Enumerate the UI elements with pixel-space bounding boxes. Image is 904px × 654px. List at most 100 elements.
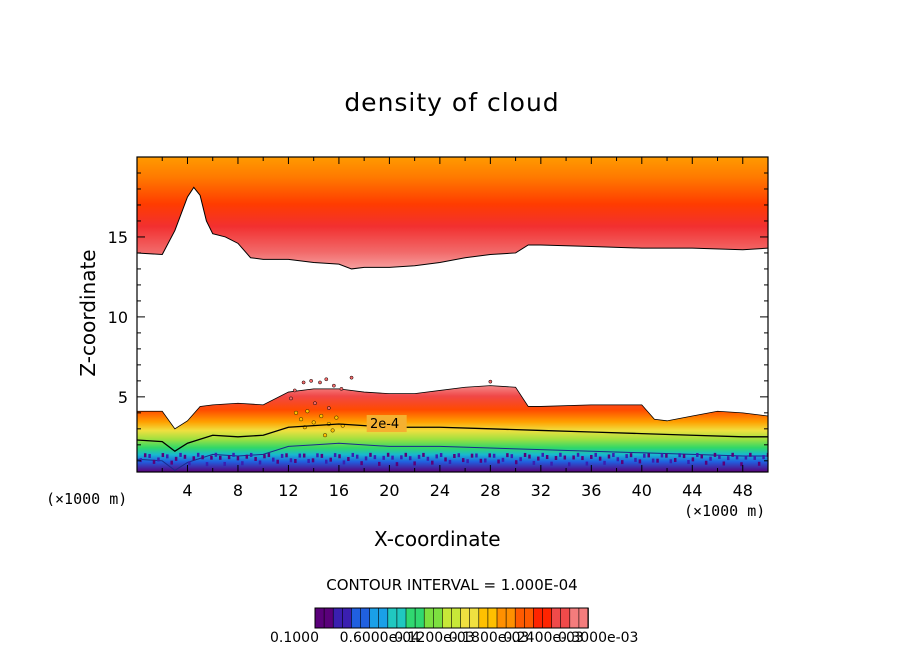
fringe-cell — [563, 455, 567, 460]
cloud-speckle — [488, 379, 493, 384]
fringe-cell — [753, 455, 756, 460]
y-tick-label: 10 — [108, 308, 128, 327]
cloud-speckle — [334, 415, 339, 420]
x-tick-label: 32 — [531, 481, 551, 500]
fringe-cell — [691, 457, 695, 462]
x-tick-label: 24 — [430, 481, 450, 500]
colorbar-cell — [578, 607, 589, 629]
fringe-cell — [550, 461, 553, 466]
colorbar-cell — [551, 607, 562, 629]
fringe-cell — [461, 458, 465, 463]
colorbar-tick-labels: 0.1000 0.6000e-04 0.1200e-03 0.1800e-03 0.24… — [260, 630, 680, 650]
fringe-cell — [603, 460, 606, 465]
colorbar-tick-label: 0.2400e-03 — [503, 630, 584, 646]
x-tick-label: 48 — [733, 481, 753, 500]
fringe-cell — [267, 453, 271, 458]
x-tick-label: 12 — [278, 481, 298, 500]
fringe-cell — [369, 452, 372, 457]
x-tick-label: 16 — [329, 481, 349, 500]
fringe-cell — [223, 461, 226, 466]
fringe-cell — [479, 458, 483, 463]
fringe-cell — [400, 455, 403, 460]
fringe-cell — [364, 456, 368, 461]
fringe-cell — [289, 458, 293, 463]
fringe-cell — [656, 458, 659, 463]
y-axis-label: Z-coordinate — [76, 249, 100, 377]
fringe-cell — [497, 459, 500, 464]
fringe-cell — [143, 453, 147, 458]
fringe-cell — [325, 459, 328, 464]
fringe-cell — [214, 452, 218, 457]
lower-cloud-top-contour — [137, 385, 768, 430]
fringe-cell — [607, 454, 611, 459]
colorbar-cell — [341, 607, 353, 629]
colorbar-frame — [314, 607, 589, 629]
fringe-cell — [514, 460, 518, 465]
fringe-cell — [718, 454, 721, 459]
fringe-cell — [444, 457, 447, 462]
fringe-cell — [554, 455, 558, 460]
colorbar-cell — [542, 607, 553, 629]
fringe-cell — [678, 453, 681, 458]
fringe-cell — [740, 462, 743, 467]
colorbar-cell — [332, 607, 344, 629]
fringe-cell — [422, 452, 425, 457]
colorbar-tick-label: 0.1200e-03 — [394, 630, 475, 646]
fringe-cell — [227, 455, 231, 460]
fringe-cell — [523, 452, 527, 457]
fringe-cell — [532, 460, 536, 465]
fringe-cell — [408, 456, 412, 461]
fringe-cell — [722, 461, 726, 466]
fringe-cell — [232, 452, 235, 457]
x-tick-label: 20 — [379, 481, 399, 500]
colorbar-cell — [478, 607, 489, 629]
cloud-speckle — [339, 387, 344, 391]
fringe-cell — [665, 453, 668, 458]
colorbar — [314, 607, 589, 629]
fringe-cell — [625, 454, 628, 459]
contour-2e-4 — [137, 423, 768, 453]
fringe-cell — [616, 457, 620, 462]
fringe-cell — [576, 452, 580, 457]
colorbar-cell — [505, 607, 517, 629]
fringe-cell — [726, 456, 730, 461]
fringe-cell — [572, 455, 575, 460]
fringe-cell — [629, 453, 633, 458]
colorbar-tick-label: 0.1800e-03 — [448, 630, 530, 646]
colorbar-cell — [442, 607, 453, 629]
fringe-cell — [285, 453, 288, 458]
cloud-speckle — [313, 401, 317, 406]
fringe-cell — [731, 452, 734, 457]
colorbar-cell — [451, 607, 462, 629]
cloud-speckle — [332, 383, 336, 388]
fringe-cell — [766, 452, 768, 457]
fringe-cell — [673, 458, 677, 463]
x-tick-label: 36 — [581, 481, 601, 500]
fringe-cell — [386, 452, 390, 457]
fringe-cell — [219, 455, 222, 460]
cloud-speckle — [318, 380, 322, 385]
upper-cloud-layer — [137, 157, 768, 269]
cloud-speckle — [319, 414, 324, 419]
cloud-speckle — [326, 406, 331, 410]
fringe-cell — [254, 456, 257, 461]
upper-cloud-base-contour — [137, 186, 768, 270]
cloud-speckle — [305, 409, 310, 414]
fringe-cell — [620, 460, 624, 465]
fringe-cell — [634, 457, 637, 462]
contour-label-group: 2e-4 — [366, 415, 407, 433]
fringe-cell — [298, 453, 302, 458]
fringe-cell — [466, 459, 469, 464]
fringe-cell — [391, 455, 394, 460]
cloud-speckle — [299, 417, 304, 422]
fringe-cell — [417, 454, 421, 459]
fringe-cell — [598, 456, 602, 461]
contour-label-bg — [366, 415, 407, 433]
colorbar-cell — [405, 607, 416, 629]
fringe-cell — [245, 454, 249, 459]
fringe-cell — [590, 454, 593, 459]
fringe-cell — [457, 453, 461, 458]
colorbar-cell — [314, 607, 325, 629]
fringe-cell — [431, 460, 434, 465]
plot-area: 2e-4 — [137, 157, 768, 472]
